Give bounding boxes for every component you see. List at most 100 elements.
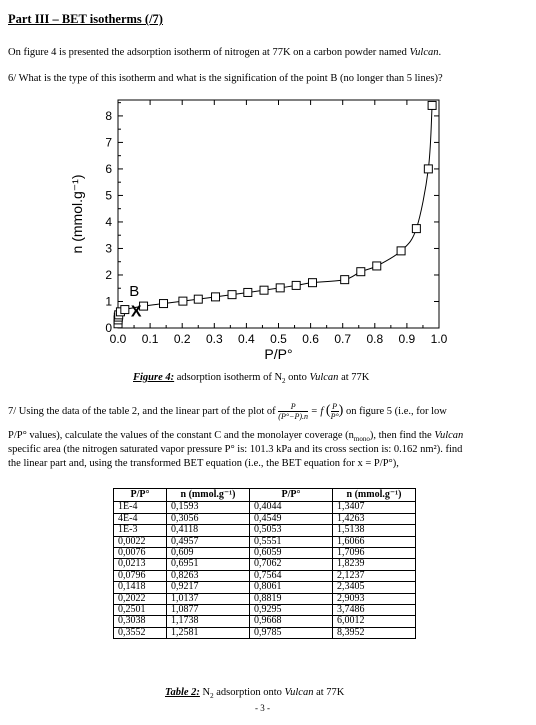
table-cell: 2,3405 bbox=[332, 581, 416, 594]
table-cell: 0,3038 bbox=[113, 615, 167, 628]
table-cell: 4E-4 bbox=[113, 512, 167, 526]
data-point bbox=[423, 164, 433, 174]
data-point bbox=[396, 246, 406, 256]
q7-text-b: on figure 5 (i.e., for low bbox=[343, 405, 447, 417]
figure-4-caption: Figure 4: adsorption isotherm of N2 onto… bbox=[133, 372, 369, 385]
table-cell: 0,6059 bbox=[249, 547, 333, 560]
bet-fraction-denominator: (P°−P).n bbox=[278, 412, 308, 421]
table-caption-label: Table 2: bbox=[165, 687, 200, 698]
table-cell: 1,7096 bbox=[332, 547, 416, 560]
x-tick-label: 0.4 bbox=[238, 332, 255, 346]
table-cell: 0,6951 bbox=[166, 558, 250, 571]
intro-paragraph: On figure 4 is presented the adsorption … bbox=[8, 46, 441, 59]
table-cell: 2,9093 bbox=[332, 592, 416, 606]
table-cell: 1,8239 bbox=[332, 558, 416, 571]
x-tick-label: 0.8 bbox=[366, 332, 383, 346]
table-cell: 0,4118 bbox=[166, 524, 250, 537]
table-2-caption: Table 2: N2 adsorption onto Vulcan at 77… bbox=[165, 687, 344, 700]
table-cell: 0,0213 bbox=[113, 558, 167, 571]
table-caption-sub: 2 bbox=[210, 692, 214, 701]
q7-text-a: 7/ Using the data of the table 2, and th… bbox=[8, 405, 279, 417]
data-point bbox=[227, 290, 237, 300]
data-point bbox=[243, 287, 253, 297]
table-cell: 1E-4 bbox=[113, 501, 167, 514]
table-row: 0,2022 1,0137 0,8819 2,9093 bbox=[113, 592, 416, 606]
col-header-n-2: n (mmol.g⁻¹) bbox=[332, 487, 416, 503]
col-header-n-1: n (mmol.g⁻¹) bbox=[166, 487, 250, 503]
y-tick-label: 1 bbox=[105, 294, 112, 308]
table-caption-sample: Vulcan bbox=[284, 687, 314, 698]
table-cell: 0,8819 bbox=[249, 592, 333, 606]
data-point bbox=[427, 100, 437, 110]
point-x-label: X bbox=[131, 304, 142, 321]
bet-fraction-numerator: P bbox=[278, 402, 308, 412]
table-cell: 0,7564 bbox=[249, 569, 333, 583]
table-cell: 6,0012 bbox=[332, 615, 416, 628]
table-cell: 3,7486 bbox=[332, 604, 416, 617]
table-cell: 0,4044 bbox=[249, 501, 333, 514]
q7-line2-sub: mono bbox=[353, 435, 370, 444]
y-axis-label: n (mmol.g⁻¹) bbox=[69, 175, 85, 254]
data-point bbox=[356, 267, 366, 277]
data-point bbox=[307, 278, 317, 288]
x-tick-label: 0.1 bbox=[142, 332, 159, 346]
y-tick-label: 4 bbox=[105, 215, 112, 229]
x-tick-label: 0.6 bbox=[302, 332, 319, 346]
figure-caption-label: Figure 4: bbox=[133, 372, 175, 383]
table-cell: 0,0076 bbox=[113, 547, 167, 560]
table-cell: 1,5138 bbox=[332, 524, 416, 537]
intro-suffix: . bbox=[438, 47, 442, 58]
table-cell: 0,2022 bbox=[113, 592, 167, 606]
table-cell: 0,8061 bbox=[249, 581, 333, 594]
table-cell: 1,0137 bbox=[166, 592, 250, 606]
table-cell: 0,7062 bbox=[249, 558, 333, 571]
table-row: 0,2501 1,0877 0,9295 3,7486 bbox=[113, 604, 416, 617]
data-point bbox=[139, 301, 149, 311]
table-cell: 0,2501 bbox=[113, 604, 167, 617]
isotherm-chart: 0.0 0.1 0.2 0.3 0.4 0.5 0.6 0.7 0.8 0.9 1.0 0 1 2 3 4 5 6… bbox=[69, 99, 448, 362]
table-row: 0,0022 0,4957 0,5551 1,6066 bbox=[113, 535, 416, 549]
fit-curve bbox=[117, 105, 433, 324]
chart-annotations: BX bbox=[129, 283, 142, 321]
table-cell: 8,3952 bbox=[332, 626, 416, 640]
question-7-line-3: specific area (the nitrogen saturated va… bbox=[8, 444, 463, 455]
col-header-pressure-1: P/P° bbox=[113, 487, 167, 503]
question-7-line-2: P/P° values), calculate the values of th… bbox=[8, 429, 530, 446]
table-cell: 0,1418 bbox=[113, 581, 167, 594]
table-cell: 0,5053 bbox=[249, 524, 333, 537]
table-cell: 1,1738 bbox=[166, 615, 250, 628]
table-row: 0,1418 0,9217 0,8061 2,3405 bbox=[113, 581, 416, 594]
table-cell: 0,9295 bbox=[249, 604, 333, 617]
data-point bbox=[372, 261, 382, 271]
table-cell: 0,3056 bbox=[166, 512, 250, 526]
table-row: 4E-4 0,3056 0,4549 1,4263 bbox=[113, 512, 416, 526]
table-cell: 0,0022 bbox=[113, 535, 167, 549]
figure-caption-text-c: at 77K bbox=[338, 372, 370, 383]
table-caption-text: N bbox=[199, 687, 211, 698]
table-cell: 0,5551 bbox=[249, 535, 333, 549]
q7-line2-b: ), then find the bbox=[369, 430, 435, 441]
chart-fit-curve bbox=[117, 105, 433, 324]
table-cell: 0,9668 bbox=[249, 615, 333, 628]
table-caption-text-c: at 77K bbox=[313, 687, 345, 698]
table-cell: 1,3407 bbox=[332, 501, 416, 514]
q7-line2: P/P° values), calculate the values of th… bbox=[8, 430, 354, 441]
table-cell: 0,3552 bbox=[113, 626, 167, 640]
table-row: 1E-4 0,1593 0,4044 1,3407 bbox=[113, 501, 416, 514]
table-header-row: P/P° n (mmol.g⁻¹) P/P° n (mmol.g⁻¹) bbox=[113, 487, 416, 503]
data-point bbox=[120, 305, 130, 315]
y-tick-label: 0 bbox=[105, 321, 112, 335]
table-cell: 0,9217 bbox=[166, 581, 250, 594]
table-row: 1E-3 0,4118 0,5053 1,5138 bbox=[113, 524, 416, 537]
table-cell: 1,4263 bbox=[332, 512, 416, 526]
bet-fraction: P (P°−P).n bbox=[278, 402, 308, 421]
table-row: 0,0213 0,6951 0,7062 1,8239 bbox=[113, 558, 416, 571]
table-cell: 0,4549 bbox=[249, 512, 333, 526]
data-point bbox=[211, 292, 221, 302]
q7-line2-sample: Vulcan bbox=[434, 430, 464, 441]
section-heading: Part III – BET isotherms (/7) bbox=[8, 12, 163, 26]
table-cell: 0,8263 bbox=[166, 569, 250, 583]
chart-axes: 0.0 0.1 0.2 0.3 0.4 0.5 0.6 0.7 0.8 0.9 1.0 0 1 2 3 4 5 6… bbox=[69, 99, 448, 362]
x-tick-label: 0.5 bbox=[270, 332, 287, 346]
y-tick-label: 2 bbox=[105, 268, 112, 282]
